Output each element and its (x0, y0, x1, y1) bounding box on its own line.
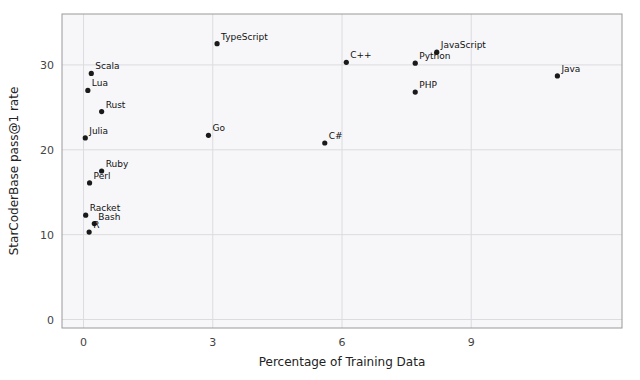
grid-line-y (62, 234, 622, 235)
point-label: Java (560, 64, 580, 74)
grid-line-x (342, 14, 343, 328)
point-label: Rust (106, 100, 126, 110)
points (83, 41, 560, 235)
point (344, 60, 349, 65)
y-axis-label: StarCoderBase pass@1 rate (7, 87, 21, 256)
point-label: C# (329, 131, 343, 141)
grid-line-x (83, 14, 84, 328)
x-tick-label: 6 (339, 336, 346, 349)
grid-line-x (471, 14, 472, 328)
point-label: JavaScript (440, 40, 487, 50)
point (214, 41, 219, 46)
grid-line-y (62, 64, 622, 65)
point-label: C++ (350, 50, 371, 60)
point-label: TypeScript (220, 32, 268, 42)
point-label: R (93, 220, 99, 230)
grid-line-y (62, 319, 622, 320)
point (83, 135, 88, 140)
y-tick-label: 20 (40, 144, 54, 157)
point (89, 71, 94, 76)
point (99, 109, 104, 114)
point-label: Perl (94, 171, 111, 181)
x-tick-label: 9 (468, 336, 475, 349)
point-label: Julia (88, 126, 108, 136)
point (413, 61, 418, 66)
point-label: Lua (92, 78, 108, 88)
point (206, 133, 211, 138)
grid (62, 14, 622, 328)
point-label: Go (212, 123, 225, 133)
y-tick-label: 10 (40, 229, 54, 242)
plot-frame (62, 14, 622, 328)
point-label: PHP (419, 80, 437, 90)
point (87, 180, 92, 185)
point (87, 230, 92, 235)
point-label: Python (419, 51, 450, 61)
point (83, 213, 88, 218)
x-tick-label: 0 (80, 336, 87, 349)
point (555, 73, 560, 78)
grid-line-x (212, 14, 213, 328)
y-tick-label: 30 (40, 59, 54, 72)
point-label: Ruby (106, 159, 129, 169)
y-tick-label: 0 (47, 314, 54, 327)
point (85, 88, 90, 93)
point-label: Bash (98, 212, 120, 222)
plot-area (62, 14, 622, 328)
x-axis-label: Percentage of Training Data (259, 355, 426, 369)
point (322, 140, 327, 145)
point-labels: TypeScript JavaScriptPython C++ Java Scala Lu… (88, 32, 580, 230)
point (413, 89, 418, 94)
x-tick-label: 3 (209, 336, 216, 349)
grid-line-y (62, 149, 622, 150)
point-label: Scala (95, 61, 119, 71)
